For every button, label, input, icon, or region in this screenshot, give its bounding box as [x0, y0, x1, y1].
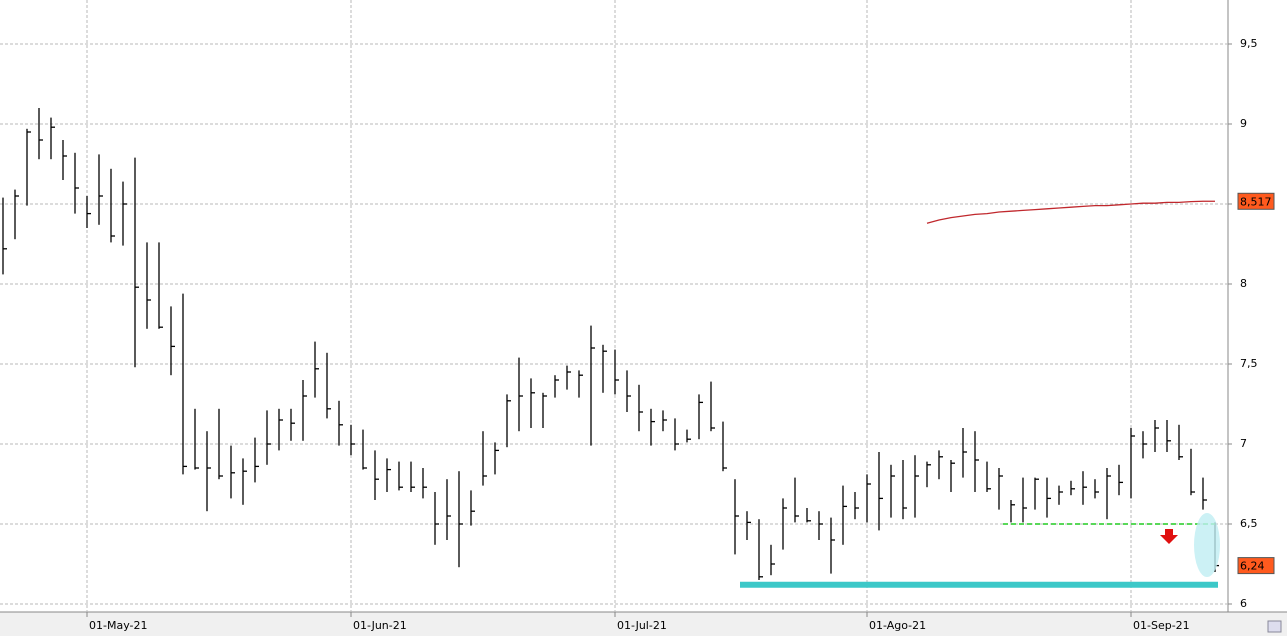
last-price-label-box	[1237, 557, 1275, 575]
y-tick-label: 9,5	[1240, 37, 1258, 50]
x-tick-label: 01-Sep-21	[1133, 619, 1190, 632]
y-tick-label: 6,5	[1240, 517, 1258, 530]
last-price-label: 6,24	[1240, 560, 1265, 573]
x-tick-label: 01-May-21	[89, 619, 147, 632]
x-tick-label: 01-Ago-21	[869, 619, 926, 632]
ma-price-label-box	[1237, 192, 1275, 210]
highlight-ellipse	[1194, 513, 1220, 577]
y-tick-label: 7	[1240, 437, 1247, 450]
down-arrow	[1160, 529, 1178, 544]
y-tick-label: 7,5	[1240, 357, 1258, 370]
y-tick-label: 6	[1240, 597, 1247, 610]
x-axis-band	[0, 612, 1287, 636]
moving-average	[926, 200, 1215, 224]
corner-icon	[1267, 620, 1282, 633]
y-tick-label: 8	[1240, 277, 1247, 290]
x-tick-label: 01-Jul-21	[617, 619, 667, 632]
y-tick-label: 9	[1240, 117, 1247, 130]
ma-price-label: 8,517	[1240, 195, 1272, 208]
x-tick-label: 01-Jun-21	[353, 619, 407, 632]
